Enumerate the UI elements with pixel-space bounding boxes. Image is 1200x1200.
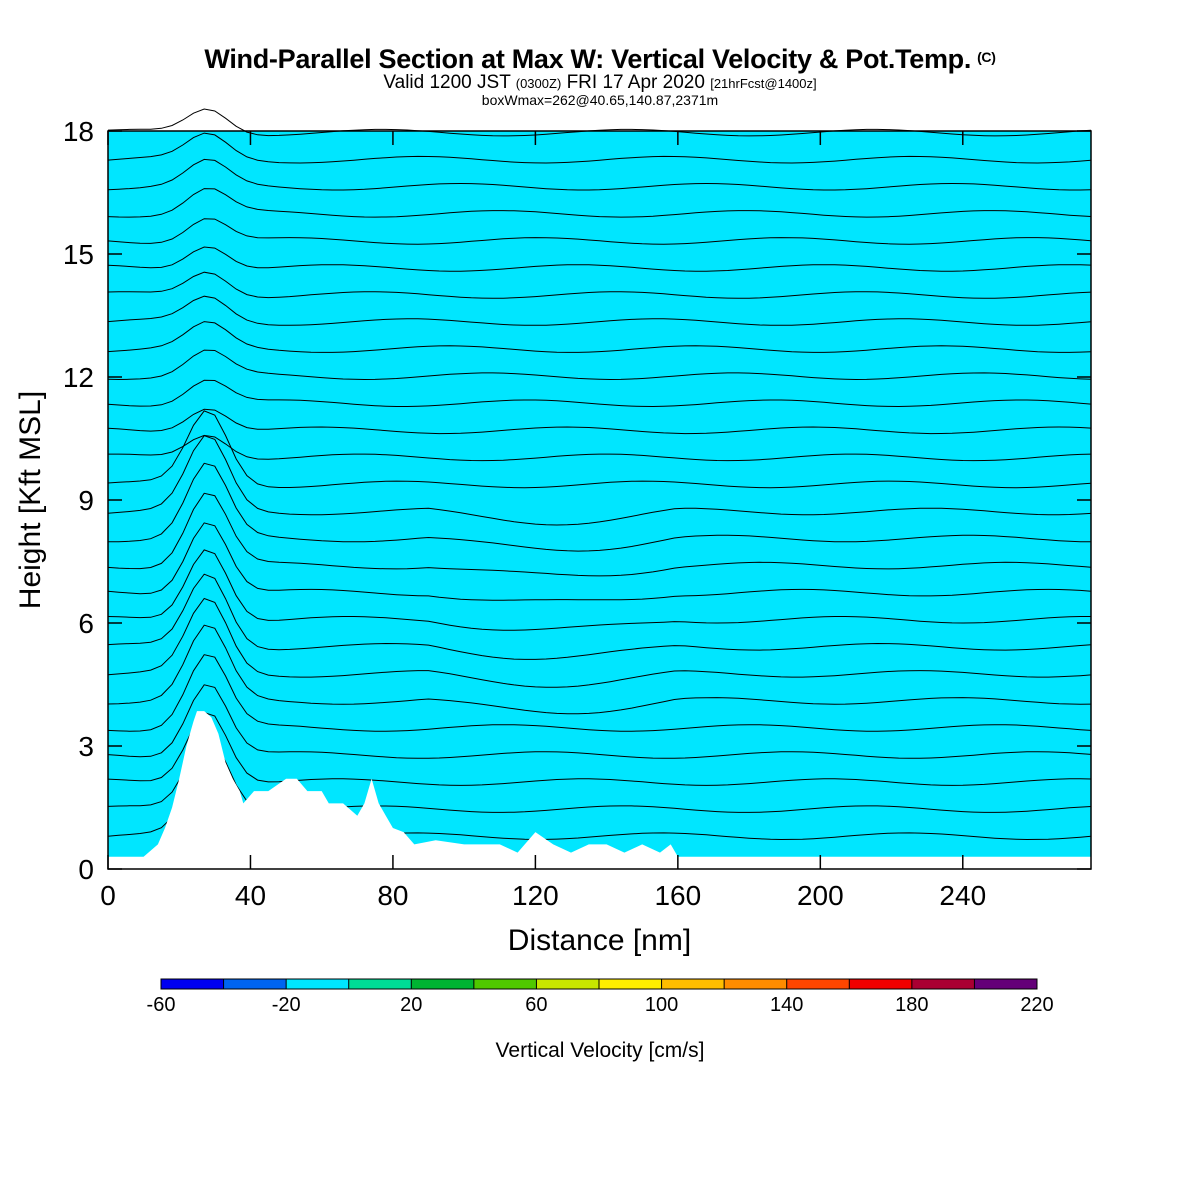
x-tick-label: 240 <box>939 880 986 911</box>
x-tick-label: 0 <box>100 880 116 911</box>
theta-contour <box>107 158 1092 191</box>
colorbar-tick-label: -20 <box>272 994 301 1016</box>
chart-title-text: Wind-Parallel Section at Max W: Vertical… <box>204 44 972 74</box>
theta-contour <box>107 295 1092 326</box>
x-axis-label: Distance [nm] <box>508 924 691 957</box>
theta-contour <box>107 271 1092 299</box>
colorbar: -60 -20 20 60 100 140 180 220 Vertical Velocity … <box>147 978 1054 1062</box>
x-tick-label: 40 <box>235 880 266 911</box>
colorbar-tick-label: 100 <box>645 994 678 1016</box>
colorbar-swatch <box>724 979 788 989</box>
chart-title: Wind-Parallel Section at Max W: Vertical… <box>0 44 1200 75</box>
x-tick-label: 200 <box>797 880 844 911</box>
colorbar-tick-label: 20 <box>400 994 422 1016</box>
colorbar-tick-label: 140 <box>770 994 803 1016</box>
colorbar-tick-label: 220 <box>1020 994 1053 1016</box>
theta-contour <box>107 408 1092 435</box>
theta-contour <box>107 462 1092 552</box>
theta-contours <box>107 108 1092 841</box>
colorbar-swatch <box>473 979 537 989</box>
velocity-background <box>108 131 1091 869</box>
theta-contour <box>107 522 1092 601</box>
colorbar-swatch <box>348 979 412 989</box>
x-tick-label: 120 <box>512 880 559 911</box>
valid-time: Valid 1200 JST <box>383 72 511 93</box>
colorbar-tick-label: -60 <box>147 994 176 1016</box>
y-tick-label: 0 <box>78 854 94 885</box>
chart-subtitle: Valid 1200 JST (0300Z) FRI 17 Apr 2020 [… <box>0 72 1200 94</box>
theta-contour <box>108 434 1092 462</box>
theta-contour <box>107 188 1092 218</box>
y-tick-label: 6 <box>78 608 94 639</box>
valid-utc: (0300Z) <box>515 76 562 91</box>
colorbar-frame <box>160 978 1038 990</box>
x-tick-label: 160 <box>654 880 701 911</box>
colorbar-swatch <box>911 979 975 989</box>
theta-contour <box>107 573 1092 660</box>
theta-contour <box>107 108 1092 137</box>
colorbar-swatch <box>223 979 287 989</box>
box-wmax-info: boxWmax=262@40.65,140.87,2371m <box>481 92 719 108</box>
x-tick-label: 80 <box>377 880 408 911</box>
colorbar-label: Vertical Velocity [cm/s] <box>496 1039 705 1062</box>
colorbar-tick-label: 60 <box>525 994 547 1016</box>
theta-contour <box>107 492 1092 577</box>
colorbar-swatch <box>286 979 350 989</box>
theta-contour <box>107 654 1092 732</box>
y-axis-label: Height [Kft MSL] <box>14 391 47 609</box>
colorbar-tick-label: 180 <box>895 994 928 1016</box>
colorbar-swatch <box>411 979 475 989</box>
colorbar-swatch <box>161 979 225 989</box>
forecast-info: [21hrFcst@1400z] <box>710 76 817 91</box>
theta-contour <box>107 379 1092 408</box>
terrain-mask <box>108 711 1091 869</box>
theta-contour <box>107 549 1091 631</box>
theta-contour <box>107 712 1092 786</box>
y-tick-label: 12 <box>63 362 94 393</box>
y-tick-label: 18 <box>63 116 94 147</box>
y-tick-label: 15 <box>63 239 94 270</box>
colorbar-swatch <box>786 979 850 989</box>
theta-contour <box>107 597 1092 688</box>
theta-contour <box>107 321 1092 353</box>
colorbar-swatch <box>974 979 1038 989</box>
theta-contour <box>107 435 1092 526</box>
theta-contour <box>107 624 1092 715</box>
colorbar-swatch <box>849 979 913 989</box>
theta-contour <box>107 218 1092 245</box>
y-tick-label: 3 <box>78 731 94 762</box>
theta-contour <box>107 246 1092 272</box>
theta-contour <box>107 132 1092 164</box>
copyright-mark: (C) <box>977 49 996 65</box>
y-tick-label: 9 <box>78 485 94 516</box>
theta-contour <box>107 684 1092 759</box>
valid-date: FRI 17 Apr 2020 <box>566 72 705 93</box>
theta-contour <box>107 410 1092 489</box>
colorbar-swatch <box>661 979 725 989</box>
colorbar-swatch <box>536 979 600 989</box>
colorbar-swatch <box>599 979 663 989</box>
theta-contour <box>107 349 1092 381</box>
